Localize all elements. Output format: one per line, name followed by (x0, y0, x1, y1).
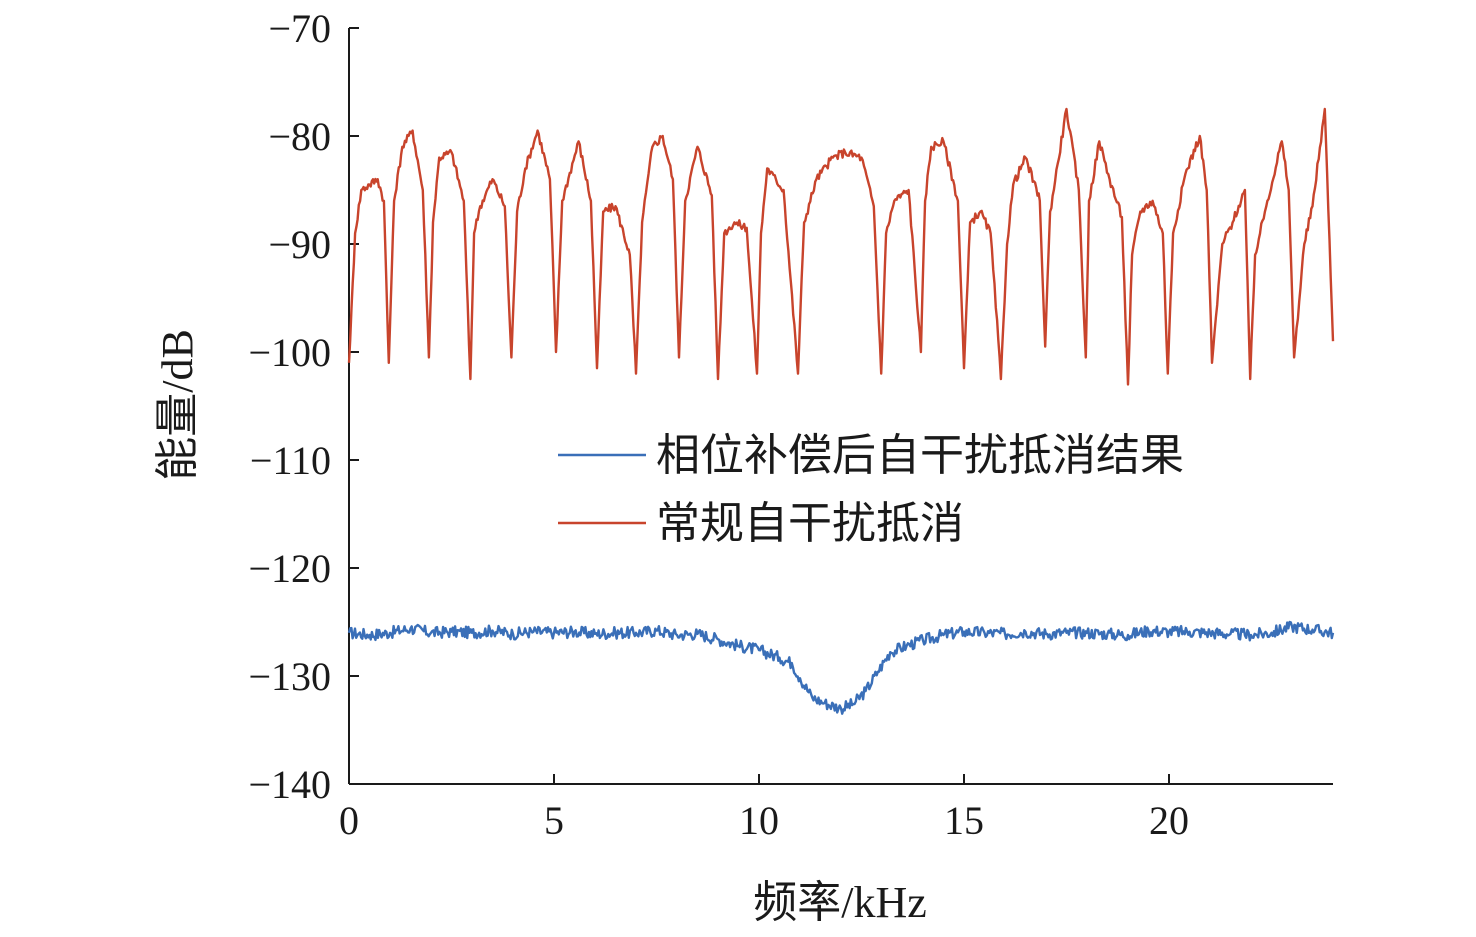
x-tick-label: 20 (1149, 798, 1189, 843)
x-axis-title: 频率/kHz (753, 878, 927, 927)
y-axis-title: 能量/dB (153, 329, 202, 481)
y-tick-label: −70 (268, 6, 331, 51)
y-tick-label: −130 (248, 654, 331, 699)
x-tick-label: 0 (339, 798, 359, 843)
y-tick-label: −80 (268, 114, 331, 159)
series-line-1 (347, 620, 1335, 715)
y-tick-label: −140 (248, 762, 331, 807)
y-tick-label: −120 (248, 546, 331, 591)
series-layer (347, 107, 1335, 715)
legend-label-1: 相位补偿后自干扰抵消结果 (656, 431, 1184, 480)
legend-label-2: 常规自干扰抵消 (656, 499, 964, 548)
y-tick-label: −100 (248, 330, 331, 375)
x-tick-label: 10 (739, 798, 779, 843)
y-tick-label: −90 (268, 222, 331, 267)
y-tick-label: −110 (250, 438, 331, 483)
series-line-2 (347, 107, 1335, 386)
x-tick-label: 5 (544, 798, 564, 843)
x-tick-label: 15 (944, 798, 984, 843)
